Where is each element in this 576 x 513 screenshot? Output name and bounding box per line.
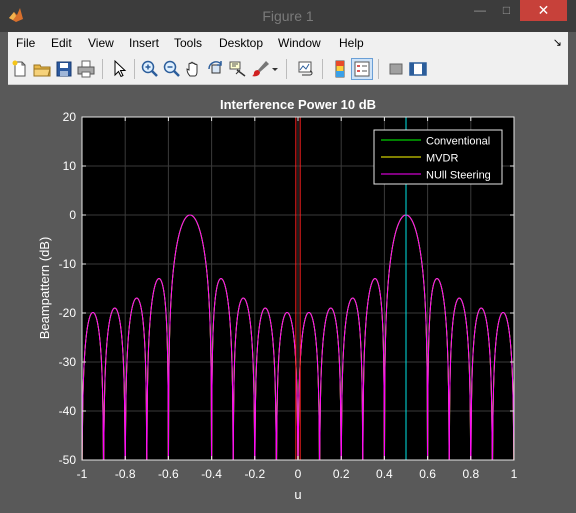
hide-plot-tools-icon[interactable]: [386, 59, 406, 79]
menu-tools[interactable]: Tools: [174, 36, 203, 50]
menu-insert[interactable]: Insert: [129, 36, 160, 50]
colorbar-icon[interactable]: [330, 59, 350, 79]
minimize-button[interactable]: —: [467, 0, 493, 21]
axis-ticks: [81, 116, 515, 461]
pan-hand-icon[interactable]: [184, 59, 204, 79]
toolbar-separator: [286, 59, 287, 79]
legend[interactable]: Conventional MVDR NUll Steering: [373, 129, 503, 185]
x-tick-label: 0.8: [462, 467, 479, 481]
legend-label-null-steering: NUll Steering: [426, 170, 491, 182]
y-tick-label: 10: [63, 159, 77, 173]
close-icon: ✕: [537, 2, 550, 18]
zoom-out-icon[interactable]: [162, 59, 182, 79]
maximize-button[interactable]: □: [493, 0, 520, 21]
y-tick-labels: 20 10 0 -10 -20 -30 -40 -50: [59, 110, 77, 467]
brush-icon[interactable]: [250, 59, 270, 79]
legend-label-mvdr: MVDR: [426, 153, 458, 165]
x-tick-label: -0.4: [201, 467, 222, 481]
menu-view[interactable]: View: [88, 36, 114, 50]
legend-icon[interactable]: [351, 58, 373, 80]
title-bar[interactable]: Figure 1 — □ ✕: [0, 0, 576, 32]
y-tick-label: -20: [59, 306, 77, 320]
rotate-3d-icon[interactable]: [206, 59, 226, 79]
x-tick-label: 0.2: [333, 467, 350, 481]
toolbar-separator: [322, 59, 323, 79]
edit-plot-arrow-icon[interactable]: [109, 59, 129, 79]
y-tick-label: -50: [59, 453, 77, 467]
matlab-logo-icon: [8, 7, 24, 23]
minimize-icon: —: [474, 3, 486, 17]
x-tick-label: -1: [77, 467, 88, 481]
menu-file[interactable]: File: [16, 36, 36, 50]
print-icon[interactable]: [76, 59, 96, 79]
figure-toolbar: [8, 54, 568, 85]
toolbar-separator: [378, 59, 379, 79]
new-figure-icon[interactable]: [10, 59, 30, 79]
x-tick-label: 1: [511, 467, 518, 481]
menu-window[interactable]: Window: [278, 36, 321, 50]
y-axis-label: Beampattern (dB): [37, 237, 52, 340]
x-axis-label: u: [294, 487, 301, 502]
y-tick-label: 20: [63, 110, 77, 124]
save-icon[interactable]: [54, 59, 74, 79]
menu-bar: File Edit View Insert Tools Desktop Wind…: [8, 32, 568, 54]
x-tick-labels: -1 -0.8 -0.6 -0.4 -0.2 0 0.2 0.4 0.6 0.8 1: [77, 467, 518, 481]
curves: [82, 214, 514, 460]
series-line-2: [82, 214, 514, 460]
open-file-icon[interactable]: [32, 59, 52, 79]
window-title: Figure 1: [262, 8, 314, 24]
x-tick-label: 0.4: [376, 467, 393, 481]
y-tick-label: -40: [59, 404, 77, 418]
x-tick-label: -0.8: [115, 467, 136, 481]
dock-figure-icon[interactable]: ↘: [552, 37, 562, 49]
x-tick-label: 0: [295, 467, 302, 481]
chart-title: Interference Power 10 dB: [220, 97, 376, 112]
close-button[interactable]: ✕: [520, 0, 567, 21]
y-tick-label: -30: [59, 355, 77, 369]
x-tick-label: 0.6: [419, 467, 436, 481]
x-tick-label: -0.2: [244, 467, 265, 481]
menu-desktop[interactable]: Desktop: [219, 36, 264, 50]
link-plot-icon[interactable]: [296, 59, 316, 79]
brush-dropdown-icon[interactable]: [270, 59, 280, 79]
data-cursor-icon[interactable]: [228, 59, 248, 79]
menu-edit[interactable]: Edit: [51, 36, 72, 50]
y-tick-label: -10: [59, 257, 77, 271]
x-tick-label: -0.6: [158, 467, 179, 481]
toolbar-separator: [134, 59, 135, 79]
legend-label-conventional: Conventional: [426, 136, 490, 148]
toolbar-separator: [102, 59, 103, 79]
y-tick-label: 0: [69, 208, 76, 222]
beampattern-plot[interactable]: Interference Power 10 dB -1 -0.8 -0.6 -0.4-…: [0, 85, 576, 513]
zoom-in-icon[interactable]: [140, 59, 160, 79]
maximize-icon: □: [502, 3, 511, 17]
show-plot-tools-icon[interactable]: [408, 59, 428, 79]
menu-help[interactable]: Help: [339, 36, 364, 50]
